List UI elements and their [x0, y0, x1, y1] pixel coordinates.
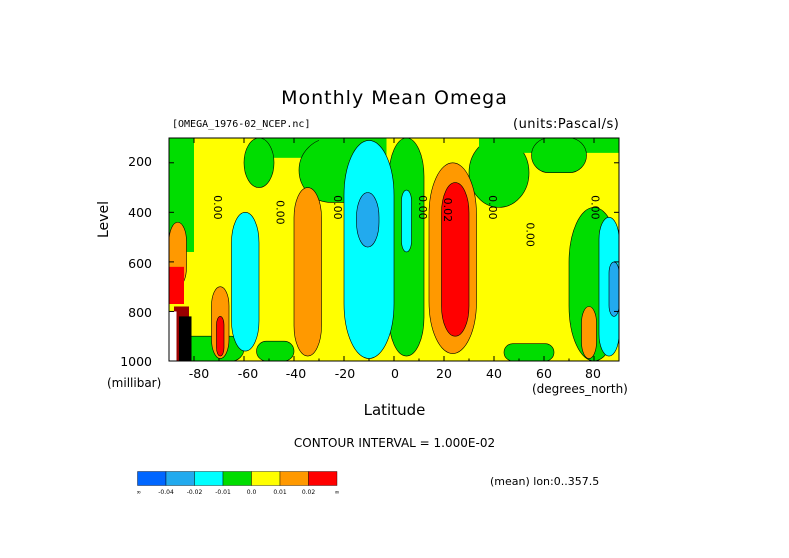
colorbar-label: 0.0	[247, 489, 257, 496]
contour-label: 0.00	[211, 195, 224, 220]
x-tick-label: -20	[334, 366, 356, 381]
x-tick-label: 80	[585, 366, 601, 381]
y-axis-label: Level	[96, 201, 112, 238]
band-green	[256, 340, 295, 362]
units-label: (units:Pascal/s)	[513, 117, 620, 132]
x-tick-label: -80	[188, 366, 210, 381]
band-green	[503, 343, 555, 362]
region-cyan	[343, 140, 395, 359]
region-red	[216, 316, 225, 357]
region-skyblue	[608, 261, 620, 317]
region-skyblue	[356, 192, 380, 248]
region-red	[169, 266, 184, 305]
x-tick-label: 40	[486, 366, 502, 381]
chart-title: Monthly Mean Omega	[281, 87, 508, 109]
y-tick-label: 600	[128, 256, 152, 271]
contour-label: 0.02	[441, 198, 454, 223]
footer-label: (mean) lon:0..357.5	[490, 475, 600, 488]
x-tick-label: 20	[436, 366, 452, 381]
region-red	[441, 182, 470, 337]
x-tick-label: -40	[285, 366, 307, 381]
y-tick-label: 1000	[120, 354, 152, 369]
colorbar-label: -0.02	[187, 489, 203, 496]
region-orange	[581, 306, 597, 359]
colorbar-label: -0.01	[215, 489, 231, 496]
region-orange	[293, 187, 322, 357]
colorbar-legend: -∞ -0.04 -0.02 -0.01 0.0 0.01 0.02 ∞	[137, 471, 340, 496]
x-tick-label: -60	[237, 366, 259, 381]
colorbar-label: -∞	[137, 489, 141, 496]
colorbar-label: 0.02	[302, 489, 316, 496]
y-tick-label: 400	[128, 205, 152, 220]
y-tick-label: 200	[128, 154, 152, 169]
colorbar-swatch	[194, 471, 224, 486]
x-axis-label: Latitude	[363, 401, 426, 419]
contour-label: 0.00	[486, 195, 499, 220]
contour-label: 0.00	[524, 222, 537, 247]
band-green	[243, 137, 275, 188]
colorbar-swatch	[165, 471, 195, 486]
colorbar-label: -0.04	[158, 489, 174, 496]
colorbar-swatch	[308, 471, 338, 486]
contour-label: 0.00	[274, 200, 287, 225]
dataset-label: [OMEGA_1976-02_NCEP.nc]	[172, 119, 311, 130]
region-missing	[169, 311, 177, 361]
contour-interval-text: CONTOUR INTERVAL = 1.000E-02	[293, 436, 496, 450]
colorbar-label: ∞	[335, 489, 340, 496]
contour-label: 0.00	[416, 195, 429, 220]
x-tick-label: 0	[391, 366, 399, 381]
contour-label: 0.00	[589, 195, 602, 220]
x-unit-label: (degrees_north)	[532, 382, 628, 396]
contour-label: 0.00	[331, 195, 344, 220]
region-cyan	[401, 189, 412, 253]
region-cyan	[231, 212, 260, 352]
y-unit-label: (millibar)	[107, 376, 162, 390]
region-black	[179, 316, 192, 361]
band-green	[531, 137, 587, 173]
y-tick-label: 800	[128, 305, 152, 320]
colorbar-swatch	[137, 471, 167, 486]
colorbar-label: 0.01	[273, 489, 287, 496]
colorbar-swatch	[251, 471, 281, 486]
colorbar-swatch	[279, 471, 309, 486]
colorbar-swatch	[222, 471, 252, 486]
x-tick-label: 60	[536, 366, 552, 381]
